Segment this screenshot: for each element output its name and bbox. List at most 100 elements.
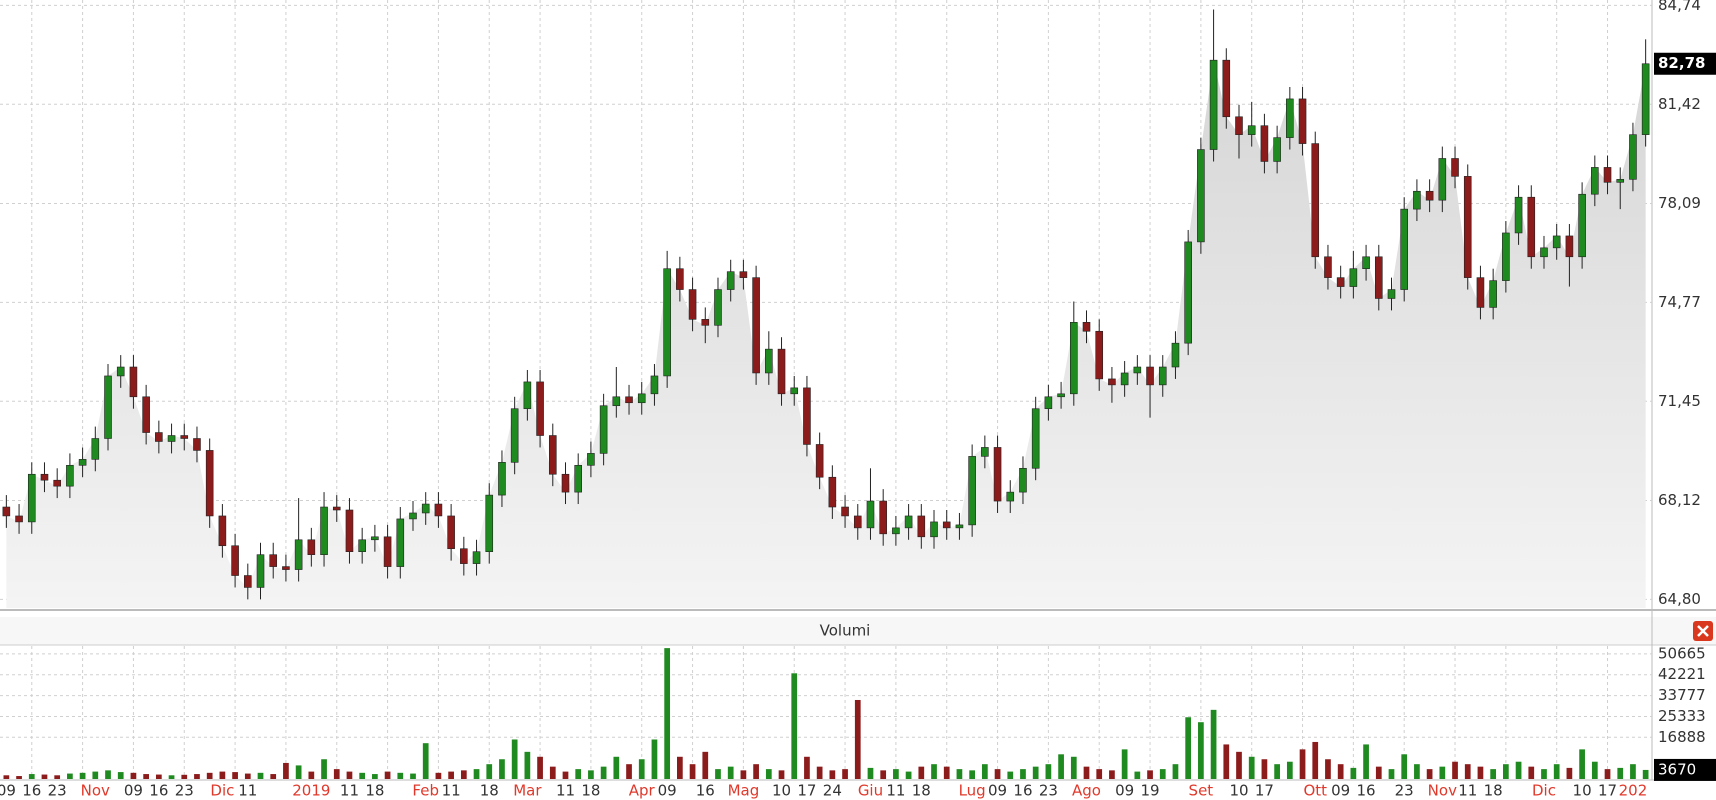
volume-bar bbox=[1337, 764, 1344, 779]
x-tick-label: 24 bbox=[823, 782, 842, 800]
x-tick-label: 09 bbox=[1331, 782, 1350, 800]
volume-bar bbox=[1032, 766, 1039, 779]
volume-bar bbox=[1566, 767, 1573, 779]
volume-bar bbox=[1350, 767, 1357, 779]
volume-bar bbox=[1579, 749, 1585, 779]
volume-bar bbox=[638, 759, 645, 779]
candle-body bbox=[1552, 235, 1561, 249]
volume-bar bbox=[956, 769, 963, 779]
candle-body bbox=[1070, 322, 1078, 395]
candle-body bbox=[930, 521, 938, 538]
close-x[interactable] bbox=[1697, 625, 1709, 637]
candle-body bbox=[1222, 59, 1231, 118]
volume-header bbox=[0, 617, 1716, 645]
x-tick-label: 09 bbox=[124, 782, 143, 800]
candle-body bbox=[1629, 134, 1637, 180]
volume-bar bbox=[1325, 759, 1331, 779]
volume-bar bbox=[664, 648, 671, 779]
candle-body bbox=[714, 289, 722, 326]
volume-bar bbox=[804, 756, 810, 779]
volume-bar bbox=[372, 774, 378, 779]
candle-body bbox=[1387, 289, 1396, 299]
volume-bar bbox=[1020, 769, 1026, 779]
price-area bbox=[6, 60, 1646, 608]
volume-bar bbox=[905, 771, 912, 779]
volume-bar bbox=[1261, 759, 1268, 779]
volume-bar bbox=[1541, 769, 1547, 779]
x-tick-label: Giu bbox=[858, 782, 883, 800]
volume-bar bbox=[740, 770, 747, 779]
candle-body bbox=[1400, 208, 1408, 290]
candle-body bbox=[625, 396, 633, 404]
close-button[interactable] bbox=[1693, 621, 1713, 641]
x-tick-label: 18 bbox=[365, 782, 384, 800]
volume-bar bbox=[931, 764, 937, 779]
y-tick-label: 50665 bbox=[1658, 644, 1706, 662]
candle-body bbox=[917, 515, 926, 538]
volume-bar bbox=[549, 766, 556, 779]
volume-bar bbox=[1223, 744, 1230, 779]
y-tick-label: 68,12 bbox=[1658, 491, 1701, 509]
candle-body bbox=[1247, 125, 1256, 135]
volume-bar bbox=[1401, 754, 1408, 779]
candle-body bbox=[244, 575, 252, 588]
candle-body bbox=[498, 462, 506, 496]
x-tick-label: Dic bbox=[210, 782, 234, 800]
volume-bar bbox=[588, 770, 594, 779]
x-tick-label: 09 bbox=[988, 782, 1007, 800]
candle-body bbox=[460, 548, 468, 564]
volume-bar bbox=[257, 772, 264, 779]
x-tick-label: 09 bbox=[1115, 782, 1134, 800]
volume-bar bbox=[105, 770, 111, 779]
x-tick-label: Nov bbox=[81, 782, 110, 800]
volume-bar bbox=[181, 774, 188, 779]
x-tick-label: 18 bbox=[912, 782, 931, 800]
volume-bar bbox=[1591, 761, 1598, 779]
candle-body bbox=[1591, 167, 1599, 195]
candle-body bbox=[1336, 277, 1345, 287]
volume-bar bbox=[397, 772, 404, 779]
volume-bar bbox=[1109, 770, 1115, 779]
volume-bar bbox=[753, 764, 759, 779]
volume-bar bbox=[1414, 764, 1420, 779]
x-tick-label: 16 bbox=[149, 782, 168, 800]
volume-bar bbox=[727, 766, 734, 779]
y-tick-label: 84,74 bbox=[1658, 0, 1701, 14]
volume-bar bbox=[1515, 761, 1522, 779]
volume-bar bbox=[1007, 771, 1014, 779]
y-tick-label: 16888 bbox=[1658, 728, 1706, 746]
volume-bar bbox=[79, 772, 86, 779]
volume-bar bbox=[460, 770, 467, 779]
candle-body bbox=[815, 444, 824, 478]
candle-body bbox=[866, 500, 875, 529]
volume-bar bbox=[1045, 764, 1052, 779]
candle-body bbox=[1057, 393, 1065, 398]
last-price-label: 82,78 bbox=[1658, 54, 1705, 72]
volume-bar bbox=[244, 773, 251, 779]
x-tick-label: 202 bbox=[1619, 782, 1648, 800]
volume-bar bbox=[16, 776, 22, 779]
candle-body bbox=[15, 515, 23, 523]
candle-body bbox=[53, 479, 61, 487]
candle-body bbox=[1374, 256, 1383, 299]
candle-body bbox=[739, 271, 748, 278]
y-tick-label: 42221 bbox=[1658, 665, 1706, 683]
volume-bar bbox=[1617, 767, 1624, 779]
x-tick-label: 18 bbox=[1484, 782, 1503, 800]
volume-bar bbox=[1477, 766, 1484, 779]
x-tick-label: 10 bbox=[772, 782, 791, 800]
x-tick-label: 18 bbox=[581, 782, 600, 800]
candle-body bbox=[1565, 235, 1574, 258]
volume-bar bbox=[1185, 717, 1192, 779]
candle-body bbox=[701, 319, 710, 326]
volume-bar bbox=[677, 756, 683, 779]
candle-body bbox=[104, 375, 112, 439]
candle-body bbox=[1578, 193, 1586, 258]
volume-title: Volumi bbox=[820, 622, 871, 640]
x-tick-label: 16 bbox=[22, 782, 41, 800]
candle-body bbox=[472, 551, 481, 564]
candle-body bbox=[396, 518, 405, 567]
volume-bar bbox=[1121, 749, 1128, 779]
volume-bar bbox=[232, 772, 238, 779]
candle-body bbox=[790, 387, 799, 395]
